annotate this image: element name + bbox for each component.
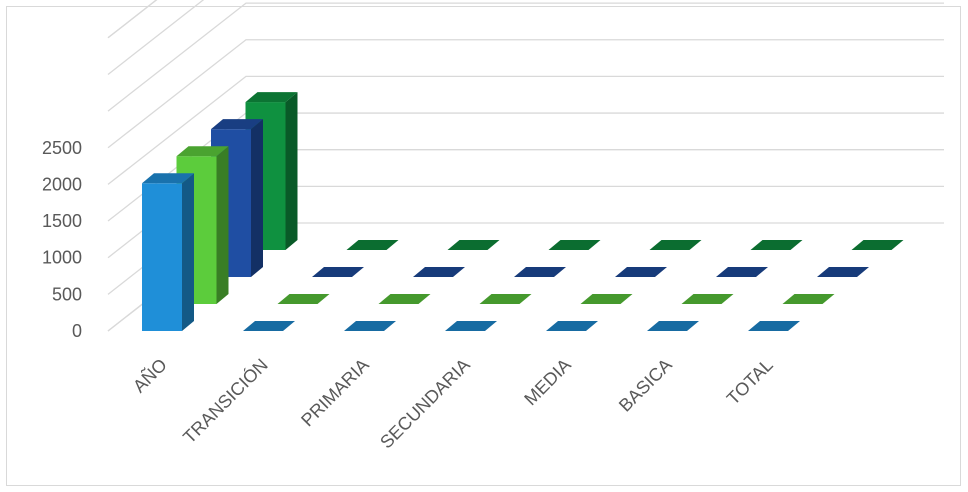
bar xyxy=(580,294,633,304)
bar xyxy=(344,321,396,331)
x-tick-label: MEDIA xyxy=(520,355,574,409)
gridline xyxy=(107,75,944,185)
bar-top xyxy=(479,294,532,304)
bar xyxy=(514,267,566,277)
bar xyxy=(851,240,904,250)
gridline xyxy=(107,0,205,75)
x-tick-label: TOTAL xyxy=(723,355,777,409)
bar-top xyxy=(647,321,699,331)
bar-side xyxy=(251,119,263,277)
bar-top xyxy=(615,267,667,277)
y-tick-label: 1500 xyxy=(42,211,82,231)
bar-top xyxy=(346,240,399,250)
y-tick-label: 1000 xyxy=(42,248,82,268)
y-tick-label: 2000 xyxy=(42,174,82,194)
bar xyxy=(413,267,465,277)
bar-top xyxy=(447,240,500,250)
x-tick-label: AÑO xyxy=(128,354,170,396)
bar-top xyxy=(851,240,904,250)
gridline xyxy=(107,0,158,39)
bar-top xyxy=(245,92,298,103)
bar-top xyxy=(378,294,431,304)
bar xyxy=(546,321,598,331)
bar-top xyxy=(546,321,598,331)
bar-side xyxy=(182,173,194,331)
bar xyxy=(277,294,330,304)
bar xyxy=(548,240,601,250)
x-tick-label: PRIMARIA xyxy=(297,355,373,431)
bar xyxy=(312,267,364,277)
bar xyxy=(817,267,869,277)
bar xyxy=(142,173,194,331)
bar-top xyxy=(142,173,194,184)
bar xyxy=(447,240,500,250)
bar-top xyxy=(748,321,800,331)
bar-front xyxy=(142,183,182,331)
x-tick-label: SECUNDARIA xyxy=(376,355,474,453)
bars xyxy=(142,92,904,331)
bar xyxy=(243,321,295,331)
bar xyxy=(782,294,835,304)
x-tick-label: BASICA xyxy=(615,355,676,416)
y-tick-label: 500 xyxy=(52,284,82,304)
bar-top xyxy=(445,321,497,331)
bar-side xyxy=(216,146,229,304)
chart-area xyxy=(6,6,961,486)
bar-top xyxy=(176,146,229,157)
y-tick-label: 0 xyxy=(72,321,82,341)
y-axis-tick-labels: 0 500 1000 1500 2000 2500 xyxy=(42,138,82,341)
bar-top xyxy=(782,294,835,304)
bar xyxy=(346,240,399,250)
gridline xyxy=(107,2,944,112)
bar xyxy=(647,321,699,331)
bar-top xyxy=(514,267,566,277)
bar-side xyxy=(285,92,298,250)
bar xyxy=(649,240,702,250)
bar xyxy=(681,294,734,304)
bar-top xyxy=(243,321,295,331)
gridline xyxy=(107,39,944,149)
bar xyxy=(479,294,532,304)
bar-top xyxy=(211,119,263,130)
bar-top xyxy=(277,294,330,304)
bar-top xyxy=(716,267,768,277)
x-axis-tick-labels: AÑO TRANSICIÓN PRIMARIA SECUNDARIA MEDIA BASI… xyxy=(128,354,776,452)
bar xyxy=(750,240,803,250)
bar xyxy=(378,294,431,304)
bar-top xyxy=(344,321,396,331)
bar xyxy=(445,321,497,331)
bar-top xyxy=(681,294,734,304)
bar-top xyxy=(413,267,465,277)
bar-top xyxy=(580,294,633,304)
bar xyxy=(716,267,768,277)
bar-top xyxy=(750,240,803,250)
bar-top xyxy=(548,240,601,250)
bar xyxy=(615,267,667,277)
bar xyxy=(748,321,800,331)
bar-top xyxy=(649,240,702,250)
x-tick-label: TRANSICIÓN xyxy=(178,354,271,447)
y-tick-label: 2500 xyxy=(42,138,82,158)
bar-top xyxy=(312,267,364,277)
bar-top xyxy=(817,267,869,277)
